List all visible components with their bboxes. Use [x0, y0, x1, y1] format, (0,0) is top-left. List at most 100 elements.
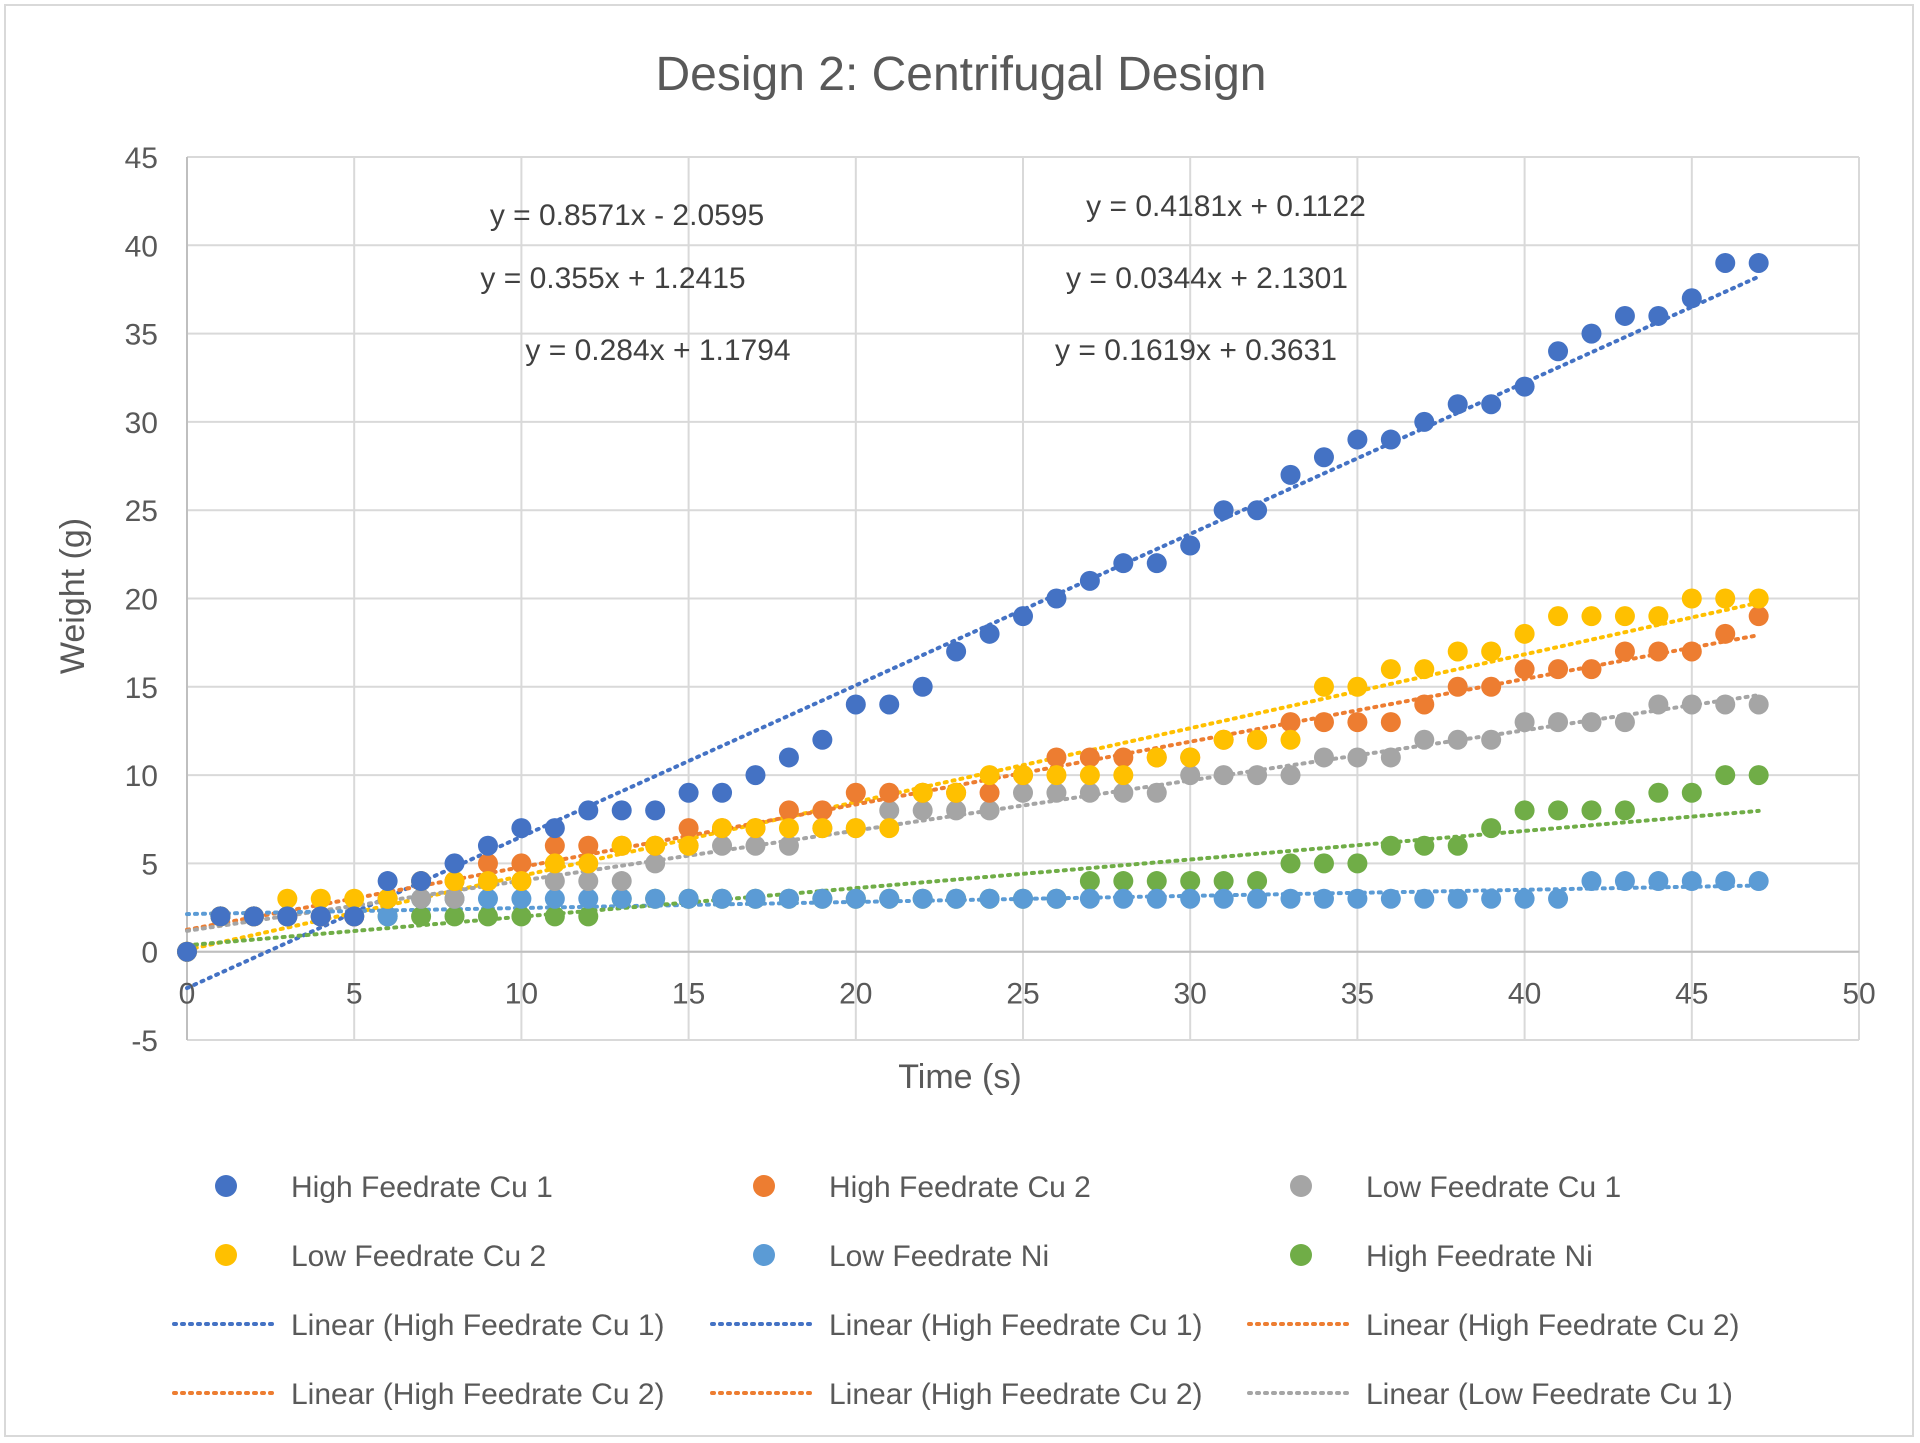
- data-point: [1581, 659, 1602, 680]
- data-point: [477, 835, 498, 856]
- data-point: [578, 835, 599, 856]
- data-point: [1715, 588, 1736, 609]
- y-tick-label: 40: [125, 230, 158, 263]
- legend-label: Low Feedrate Ni: [829, 1240, 1049, 1273]
- data-point: [1414, 835, 1435, 856]
- data-point: [444, 888, 465, 909]
- data-point: [1548, 341, 1569, 362]
- data-point: [1447, 835, 1468, 856]
- data-point: [912, 676, 933, 697]
- data-point: [912, 782, 933, 803]
- y-tick-label: 0: [141, 937, 158, 970]
- data-point: [1614, 305, 1635, 326]
- data-point: [1280, 729, 1301, 750]
- data-point: [1748, 871, 1769, 892]
- legend-marker: [215, 1244, 237, 1266]
- data-point: [611, 888, 632, 909]
- data-point: [1648, 606, 1669, 627]
- data-point: [678, 818, 699, 839]
- data-point: [1113, 782, 1134, 803]
- x-tick-label: 0: [179, 978, 196, 1011]
- trendline: [185, 883, 1761, 917]
- y-tick-label: 30: [125, 407, 158, 440]
- data-point: [1013, 888, 1033, 909]
- data-point: [1614, 606, 1635, 627]
- data-point: [1581, 712, 1602, 733]
- data-point: [1514, 376, 1535, 397]
- data-point: [1715, 871, 1736, 892]
- data-point: [1481, 641, 1502, 662]
- data-point: [1213, 871, 1234, 892]
- data-point: [578, 871, 599, 892]
- data-point: [1581, 606, 1602, 627]
- data-point: [946, 888, 967, 909]
- data-point: [544, 818, 565, 839]
- data-point: [1046, 765, 1067, 786]
- data-point: [477, 906, 498, 927]
- data-point: [645, 835, 666, 856]
- scatter-chart: Design 2: Centrifugal Design -5 0 5 10 15 20 2…: [54, 48, 1876, 1411]
- data-point: [1280, 853, 1301, 874]
- data-point: [243, 906, 264, 927]
- data-point: [745, 835, 766, 856]
- data-point: [745, 888, 766, 909]
- data-point: [1347, 888, 1368, 909]
- y-tick-label: 45: [125, 142, 158, 175]
- data-point: [1514, 712, 1535, 733]
- data-point: [1347, 676, 1368, 697]
- legend-marker: [215, 1175, 237, 1197]
- data-point: [1481, 818, 1502, 839]
- data-point: [879, 888, 900, 909]
- data-point: [1146, 747, 1167, 768]
- data-point: [1079, 782, 1100, 803]
- legend-label: Low Feedrate Cu 1: [1366, 1171, 1621, 1204]
- data-point: [1414, 694, 1435, 715]
- x-tick-label: 45: [1675, 978, 1708, 1011]
- data-point: [1280, 464, 1301, 485]
- data-point: [1347, 747, 1368, 768]
- data-point: [177, 941, 197, 962]
- data-point: [1681, 782, 1702, 803]
- chart-title: Design 2: Centrifugal Design: [656, 48, 1267, 101]
- data-point: [477, 871, 498, 892]
- data-point: [778, 835, 799, 856]
- data-point: [1146, 871, 1167, 892]
- data-point: [1347, 853, 1368, 874]
- data-point: [1447, 676, 1468, 697]
- data-point: [946, 782, 967, 803]
- data-point: [344, 888, 365, 909]
- data-point: [1447, 394, 1468, 415]
- chart-frame: Design 2: Centrifugal Design -5 0 5 10 15 20 2…: [4, 4, 1914, 1437]
- data-point: [1481, 676, 1502, 697]
- data-point: [1180, 888, 1201, 909]
- data-point: [1681, 641, 1702, 662]
- data-point: [1313, 676, 1334, 697]
- legend-label: High Feedrate Ni: [1366, 1240, 1593, 1273]
- data-point: [1414, 888, 1435, 909]
- data-point: [712, 818, 733, 839]
- data-point: [1481, 888, 1502, 909]
- y-tick-label: 15: [125, 672, 158, 705]
- trendline-equation: y = 0.4181x + 0.1122: [1086, 190, 1366, 223]
- data-point: [1548, 659, 1569, 680]
- data-point: [1681, 694, 1702, 715]
- data-point: [310, 888, 331, 909]
- x-tick-label: 5: [346, 978, 363, 1011]
- data-point: [1180, 535, 1201, 556]
- legend-marker: [753, 1244, 775, 1266]
- data-point: [1313, 747, 1334, 768]
- data-point: [511, 853, 532, 874]
- data-point: [1213, 729, 1234, 750]
- data-point: [1648, 871, 1669, 892]
- data-point: [1079, 871, 1100, 892]
- trendline-equation: y = 0.284x + 1.1794: [525, 334, 790, 367]
- data-point: [1213, 765, 1234, 786]
- data-point: [946, 800, 967, 821]
- legend-marker: [1290, 1175, 1312, 1197]
- legend-label: Linear (High Feedrate Cu 1): [291, 1309, 665, 1342]
- data-point: [411, 871, 432, 892]
- data-point: [477, 853, 498, 874]
- data-point: [1548, 888, 1569, 909]
- data-point: [1247, 729, 1268, 750]
- data-point: [1548, 800, 1569, 821]
